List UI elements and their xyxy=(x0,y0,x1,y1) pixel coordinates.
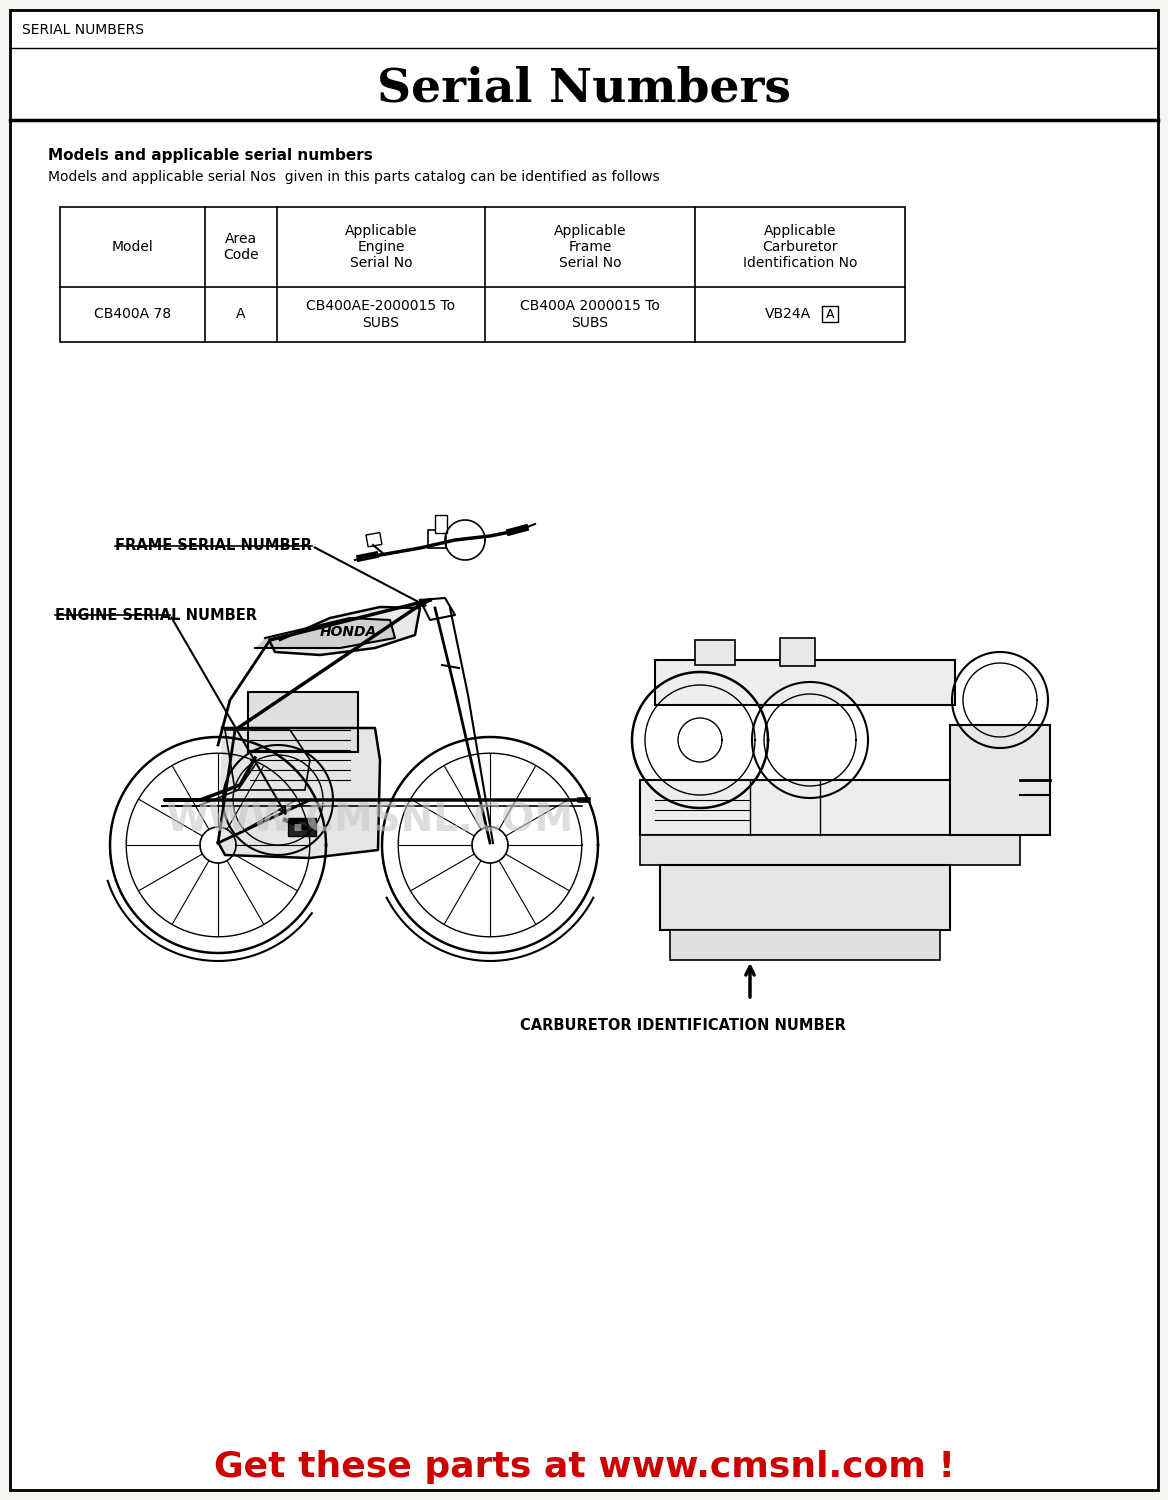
Text: A: A xyxy=(236,308,245,321)
Text: Applicable
Frame
Serial No: Applicable Frame Serial No xyxy=(554,224,626,270)
Text: A: A xyxy=(826,308,834,321)
Bar xyxy=(780,638,815,666)
Bar xyxy=(950,724,1050,836)
Text: CB400AE-2000015 To
SUBS: CB400AE-2000015 To SUBS xyxy=(306,300,456,330)
Bar xyxy=(640,780,1020,836)
Text: ENGINE SERIAL NUMBER: ENGINE SERIAL NUMBER xyxy=(55,608,257,622)
Bar xyxy=(248,692,359,752)
Text: Models and applicable serial numbers: Models and applicable serial numbers xyxy=(48,148,373,164)
Text: HONDA: HONDA xyxy=(319,626,376,639)
Bar xyxy=(670,930,940,960)
Polygon shape xyxy=(255,618,395,648)
Text: FRAME SERIAL NUMBER: FRAME SERIAL NUMBER xyxy=(114,538,312,554)
Bar xyxy=(288,818,317,836)
Polygon shape xyxy=(218,728,380,858)
Bar xyxy=(655,660,955,705)
Polygon shape xyxy=(270,608,420,656)
Bar xyxy=(660,865,950,930)
Text: Model: Model xyxy=(112,240,153,254)
Text: Serial Numbers: Serial Numbers xyxy=(377,64,791,111)
Bar xyxy=(640,836,1020,866)
Bar xyxy=(60,207,905,342)
Text: Get these parts at www.cmsnl.com !: Get these parts at www.cmsnl.com ! xyxy=(214,1450,954,1484)
Text: CB400A 2000015 To
SUBS: CB400A 2000015 To SUBS xyxy=(520,300,660,330)
Text: SERIAL NUMBERS: SERIAL NUMBERS xyxy=(22,22,144,38)
Bar xyxy=(695,640,735,664)
Text: VB24A: VB24A xyxy=(765,308,811,321)
Text: Applicable
Engine
Serial No: Applicable Engine Serial No xyxy=(345,224,417,270)
Text: Area
Code: Area Code xyxy=(223,232,259,262)
Text: CB400A 78: CB400A 78 xyxy=(93,308,171,321)
Text: Applicable
Carburetor
Identification No: Applicable Carburetor Identification No xyxy=(743,224,857,270)
Bar xyxy=(427,530,446,548)
Bar xyxy=(366,532,382,548)
Text: WWW.CMSNL.COM: WWW.CMSNL.COM xyxy=(166,801,575,838)
Text: Models and applicable serial Nos  given in this parts catalog can be identified : Models and applicable serial Nos given i… xyxy=(48,170,660,184)
Bar xyxy=(434,514,447,532)
Text: CARBURETOR IDENTIFICATION NUMBER: CARBURETOR IDENTIFICATION NUMBER xyxy=(520,1017,846,1032)
Bar xyxy=(822,306,837,321)
